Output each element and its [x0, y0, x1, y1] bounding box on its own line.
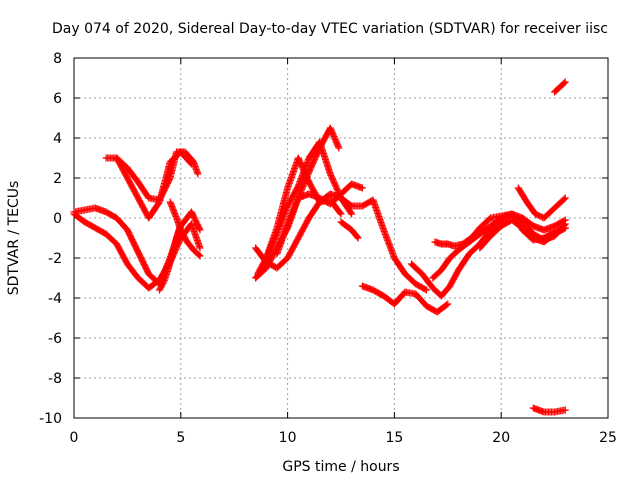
- series-track-18: [514, 184, 569, 222]
- series-track-15: [429, 210, 569, 282]
- x-axis-label: GPS time / hours: [282, 459, 399, 475]
- y-tick-label: 0: [53, 211, 62, 227]
- y-tick-label: -2: [48, 251, 62, 267]
- data-point: [156, 285, 164, 293]
- data-point: [560, 217, 568, 225]
- y-tick-label: -4: [48, 291, 62, 307]
- data-point: [337, 210, 345, 218]
- data-point: [421, 285, 429, 293]
- series-track-13: [358, 282, 452, 316]
- data-point: [196, 244, 204, 252]
- data-point: [353, 233, 361, 241]
- data-point: [422, 286, 430, 294]
- data-point: [443, 301, 451, 309]
- data-point: [560, 195, 568, 203]
- chart-title: Day 074 of 2020, Sidereal Day-to-day VTE…: [52, 21, 608, 37]
- data-point: [560, 225, 568, 233]
- x-tick-label: 20: [492, 430, 510, 446]
- x-tick-label: 0: [70, 430, 79, 446]
- data-point: [444, 300, 452, 308]
- y-axis-label: SDTVAR / TECUs: [6, 181, 22, 296]
- series-track-20: [529, 404, 569, 416]
- data-point: [561, 406, 569, 414]
- data-point: [196, 226, 204, 234]
- data-point: [187, 159, 195, 167]
- y-tick-label: 6: [53, 91, 62, 107]
- data-point: [335, 144, 343, 152]
- data-point: [358, 184, 366, 192]
- data-point: [348, 210, 356, 218]
- y-tick-label: 2: [53, 171, 62, 187]
- data-point: [336, 209, 344, 217]
- series-track-11: [273, 180, 366, 258]
- x-tick-label: 25: [599, 430, 617, 446]
- data-points: [70, 78, 569, 416]
- series-track-17: [476, 216, 569, 252]
- data-point: [196, 252, 204, 260]
- x-tick-label: 10: [279, 430, 297, 446]
- data-point: [560, 79, 568, 87]
- y-tick-label: 4: [53, 131, 62, 147]
- plot-frame: [73, 57, 609, 419]
- data-point: [334, 143, 342, 151]
- data-point: [354, 234, 362, 242]
- y-tick-label: -6: [48, 331, 62, 347]
- y-tick-label: -10: [39, 411, 62, 427]
- data-point: [347, 209, 355, 217]
- series-track-19: [551, 78, 569, 96]
- axis-ticks: [73, 57, 609, 419]
- series-track-4: [113, 148, 195, 222]
- y-tick-label: 8: [53, 51, 62, 67]
- x-tick-label: 5: [176, 430, 185, 446]
- series-track-12: [337, 218, 362, 242]
- x-tick-labels: 0 5 10 15 20 25: [70, 430, 617, 446]
- x-tick-label: 15: [385, 430, 403, 446]
- data-point: [195, 251, 203, 259]
- y-tick-label: -8: [48, 371, 62, 387]
- data-point: [195, 225, 203, 233]
- data-point: [561, 78, 569, 86]
- data-point: [561, 194, 569, 202]
- data-point: [155, 286, 163, 294]
- data-point: [561, 216, 569, 224]
- y-tick-labels: -10 -8 -6 -4 -2 0 2 4 6 8: [39, 51, 62, 427]
- data-point: [194, 170, 202, 178]
- series-track-6: [155, 220, 185, 294]
- data-point: [187, 160, 195, 168]
- data-point: [561, 224, 569, 232]
